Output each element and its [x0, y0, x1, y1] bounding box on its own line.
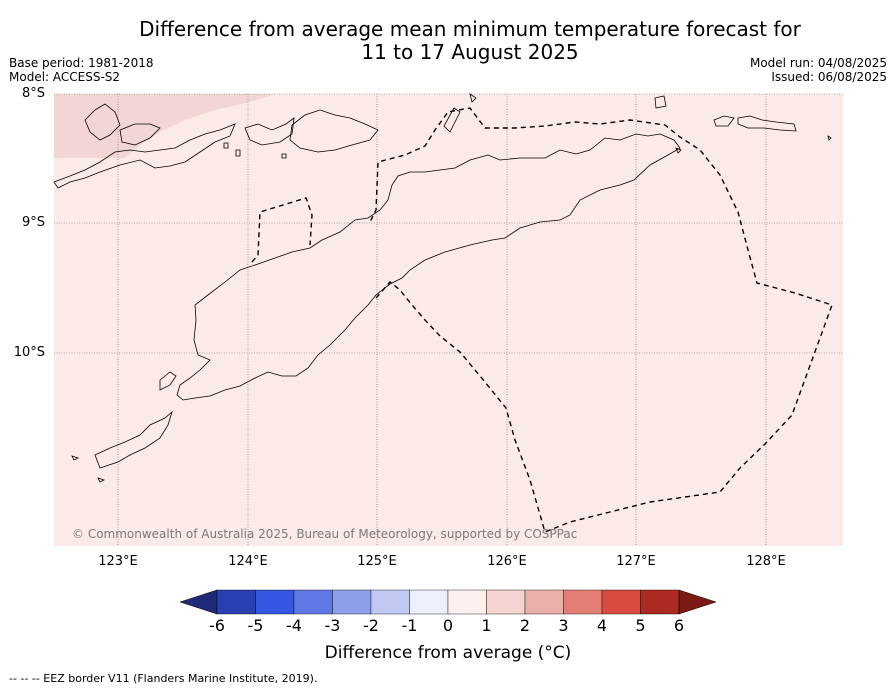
lat-label-10s: 10°S	[13, 345, 45, 360]
meta-left: Base period: 1981-2018 Model: ACCESS-S2	[9, 56, 154, 84]
colorbar	[179, 589, 717, 615]
colorbar-tick-label: 2	[519, 616, 531, 635]
colorbar-tick-label: -3	[324, 616, 341, 635]
colorbar-tick-label: 5	[635, 616, 646, 635]
lon-label-126e: 126°E	[487, 554, 527, 569]
colorbar-bin	[601, 589, 641, 615]
model-name: Model: ACCESS-S2	[9, 70, 121, 84]
colorbar-tick-label: -2	[363, 616, 379, 635]
coastlines	[53, 93, 832, 483]
coastline-small-island-1	[71, 455, 80, 461]
coastline-adonara	[84, 103, 121, 141]
lon-label-124e: 124°E	[228, 554, 268, 569]
colorbar-bin	[409, 589, 449, 615]
coastline-lembata	[119, 123, 161, 146]
title-line-2: 11 to 17 August 2025	[361, 40, 579, 64]
eez-borders	[251, 107, 833, 533]
colorbar-tick-label: 6	[673, 616, 685, 635]
copyright-notice: © Commonwealth of Australia 2025, Bureau…	[72, 527, 578, 541]
colorbar-bin	[332, 589, 372, 615]
coastline-pantar	[244, 117, 295, 146]
colorbar-bin	[370, 589, 410, 615]
colorbar-bin	[216, 589, 256, 615]
lon-label-123e: 123°E	[98, 554, 138, 569]
coastline-small-3	[281, 153, 287, 159]
lon-label-128e: 128°E	[746, 554, 786, 569]
lat-label-9s: 9°S	[21, 215, 45, 230]
coastline-leti	[713, 115, 735, 127]
warmer-anomaly-patch	[54, 94, 275, 158]
lon-label-127e: 127°E	[616, 554, 656, 569]
coastline-jaco	[675, 147, 682, 154]
colorbar-bin	[640, 589, 680, 615]
lon-label-125e: 125°E	[357, 554, 397, 569]
footer-note: -- -- -- EEZ border V11 (Flanders Marine…	[9, 672, 318, 685]
colorbar-tick-label: -6	[209, 616, 225, 635]
colorbar-bin	[524, 589, 564, 615]
colorbar-tick-label: 1	[481, 616, 492, 635]
eez-timor-leste	[369, 107, 833, 533]
title-line-1: Difference from average mean minimum tem…	[139, 17, 801, 41]
colorbar-label: Difference from average (°C)	[324, 643, 572, 663]
colorbar-extend-high	[678, 589, 717, 615]
chart-title: Difference from average mean minimum tem…	[0, 18, 896, 64]
colorbar-tick-label: 4	[596, 616, 608, 635]
coastline-small-2	[235, 149, 241, 157]
lat-label-8s: 8°S	[21, 86, 45, 101]
gridlines	[54, 93, 843, 546]
issued-date: Issued: 06/08/2025	[771, 70, 887, 84]
model-run: Model run: 04/08/2025	[749, 56, 887, 70]
colorbar-bin	[255, 589, 295, 615]
colorbar-bin	[486, 589, 526, 615]
colorbar-bin	[293, 589, 333, 615]
coastline-flores-chain	[53, 123, 236, 189]
coastline-rote	[159, 371, 177, 391]
coastline-kisar	[654, 95, 667, 109]
colorbar-tick-label: -1	[401, 616, 418, 635]
coastline-small-1	[223, 142, 229, 149]
colorbar-tick-label: 3	[558, 616, 569, 635]
colorbar-tick-label: -4	[286, 616, 302, 635]
eez-oecusse	[251, 197, 313, 263]
base-period: Base period: 1981-2018	[9, 56, 154, 70]
map-area	[54, 94, 843, 546]
colorbar-tick-label: 0	[442, 616, 454, 635]
coastline-wetar	[443, 107, 461, 133]
coastline-moa	[737, 115, 797, 132]
coastline-lakor	[827, 135, 832, 141]
coastline-timor	[176, 133, 681, 401]
colorbar-extend-low	[179, 589, 218, 615]
colorbar-tick-label: -5	[247, 616, 264, 635]
coastline-small-island-2	[97, 477, 106, 483]
coastline-atauro-top	[469, 93, 477, 103]
coastline-alor	[289, 109, 379, 153]
colorbar-bin	[563, 589, 603, 615]
coastline-savu	[94, 410, 173, 469]
colorbar-bin	[447, 589, 487, 615]
meta-right: Model run: 04/08/2025 Issued: 06/08/2025	[750, 56, 887, 84]
